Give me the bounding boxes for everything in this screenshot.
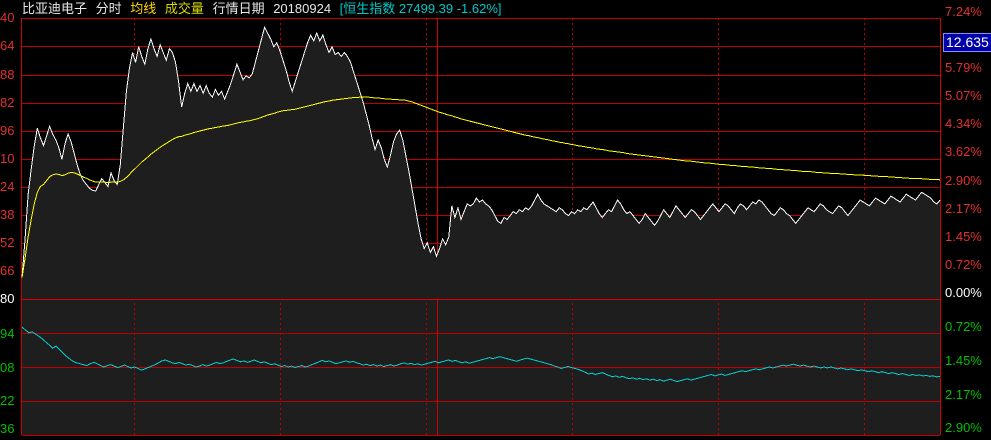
- price-axis-tick: 22: [0, 393, 15, 408]
- chart-title-bar: 比亚迪电子 分时 均线 成交量 行情日期 20180924 [恒生指数 2749…: [0, 0, 991, 17]
- quote-date-value: 20180924: [273, 1, 332, 16]
- gridline-horizontal: [22, 18, 940, 19]
- gridline-horizontal: [22, 187, 940, 188]
- gridline-horizontal: [22, 367, 940, 368]
- price-axis-tick: 40: [0, 10, 15, 25]
- percent-axis-tick: 7.24%: [945, 4, 982, 19]
- price-axis-tick: 52: [0, 235, 15, 250]
- gridline-horizontal: [22, 435, 940, 436]
- series-layer: [21, 25, 941, 383]
- quote-date-label: 行情日期: [212, 1, 265, 16]
- percent-axis-tick: 5.07%: [945, 88, 982, 103]
- price-axis-tick: 38: [0, 207, 15, 222]
- gridline-horizontal: [22, 75, 940, 76]
- hang-seng-index-line: [21, 326, 941, 383]
- gridline-horizontal: [22, 46, 940, 47]
- percent-axis-tick: 0.72%: [945, 257, 982, 272]
- percent-axis-tick: 0.00%: [945, 285, 982, 300]
- price-axis-tick: 64: [0, 38, 15, 53]
- percent-axis-tick: 1.45%: [945, 229, 982, 244]
- gridline-horizontal: [22, 333, 940, 334]
- price-area: [22, 27, 940, 300]
- gridline-vertical: [426, 18, 427, 435]
- percent-axis-tick: 5.79%: [945, 60, 982, 75]
- price-axis-tick: 66: [0, 263, 15, 278]
- zero-reference-line: [22, 299, 940, 300]
- stock-name-label[interactable]: 比亚迪电子: [22, 1, 88, 16]
- price-line: [21, 25, 941, 278]
- price-axis-tick: 82: [0, 95, 15, 110]
- gridline-horizontal: [22, 103, 940, 104]
- moving-average-label[interactable]: 均线: [130, 1, 157, 16]
- price-axis-tick: 36: [0, 421, 15, 436]
- gridline-horizontal: [22, 159, 940, 160]
- gridline-horizontal: [22, 401, 940, 402]
- percent-axis-tick: 3.62%: [945, 144, 982, 159]
- percent-axis-tick: 1.45%: [945, 353, 982, 368]
- price-axis-tick: 24: [0, 179, 15, 194]
- price-axis-tick: 96: [0, 123, 15, 138]
- percent-axis-tick: 2.17%: [945, 201, 982, 216]
- benchmark-index-quote[interactable]: [恒生指数 27499.39 -1.62%]: [339, 1, 502, 16]
- gridline-horizontal: [22, 131, 940, 132]
- plot-frame-right: [940, 18, 941, 435]
- chart-mode-label[interactable]: 分时: [95, 1, 122, 16]
- percent-axis-tick: 4.34%: [945, 116, 982, 131]
- price-axis-tick: 80: [0, 291, 15, 306]
- percent-axis-tick: 2.90%: [945, 173, 982, 188]
- percent-axis-tick: 0.72%: [945, 319, 982, 334]
- average-line: [21, 96, 941, 278]
- price-axis-tick: 88: [0, 67, 15, 82]
- last-price-badge: 12.635: [943, 33, 991, 52]
- session-divider-line: [437, 18, 438, 435]
- plot-area[interactable]: [21, 18, 941, 436]
- price-axis-tick: 08: [0, 360, 15, 375]
- percent-axis-tick: 2.90%: [945, 420, 982, 435]
- plot-frame-left: [21, 18, 22, 435]
- price-axis-tick: 10: [0, 151, 15, 166]
- price-axis-tick: 94: [0, 326, 15, 341]
- volume-label[interactable]: 成交量: [164, 1, 204, 16]
- percent-axis-tick: 2.17%: [945, 387, 982, 402]
